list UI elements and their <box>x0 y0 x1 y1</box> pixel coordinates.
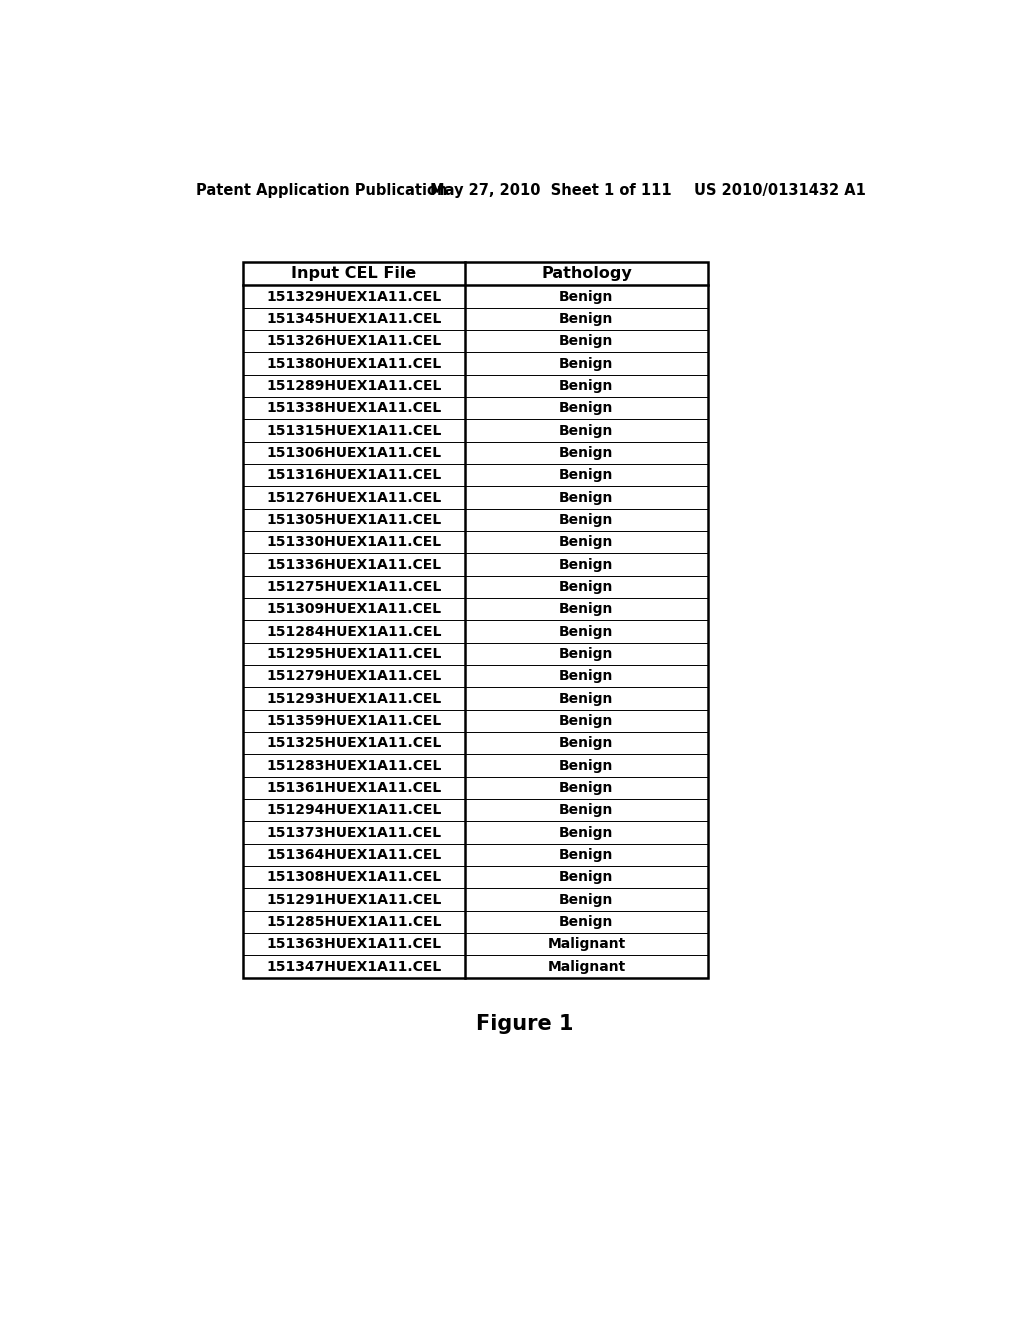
Text: Benign: Benign <box>559 803 613 817</box>
Text: Benign: Benign <box>559 579 613 594</box>
Text: Benign: Benign <box>559 870 613 884</box>
Text: Benign: Benign <box>559 915 613 929</box>
Text: Benign: Benign <box>559 513 613 527</box>
Text: 151361HUEX1A11.CEL: 151361HUEX1A11.CEL <box>266 781 441 795</box>
Text: 151330HUEX1A11.CEL: 151330HUEX1A11.CEL <box>266 535 441 549</box>
Text: Benign: Benign <box>559 892 613 907</box>
Text: 151364HUEX1A11.CEL: 151364HUEX1A11.CEL <box>266 847 441 862</box>
Text: Benign: Benign <box>559 647 613 661</box>
Text: 151293HUEX1A11.CEL: 151293HUEX1A11.CEL <box>266 692 441 706</box>
Text: Benign: Benign <box>559 737 613 750</box>
Text: 151316HUEX1A11.CEL: 151316HUEX1A11.CEL <box>266 469 441 482</box>
Text: 151345HUEX1A11.CEL: 151345HUEX1A11.CEL <box>266 312 441 326</box>
Text: Benign: Benign <box>559 557 613 572</box>
Text: Patent Application Publication: Patent Application Publication <box>197 183 447 198</box>
Text: Benign: Benign <box>559 401 613 416</box>
Text: Benign: Benign <box>559 602 613 616</box>
Text: Pathology: Pathology <box>541 267 632 281</box>
Text: Benign: Benign <box>559 781 613 795</box>
Text: 151359HUEX1A11.CEL: 151359HUEX1A11.CEL <box>266 714 441 727</box>
Text: 151309HUEX1A11.CEL: 151309HUEX1A11.CEL <box>266 602 441 616</box>
Text: 151294HUEX1A11.CEL: 151294HUEX1A11.CEL <box>266 803 441 817</box>
Text: 151283HUEX1A11.CEL: 151283HUEX1A11.CEL <box>266 759 441 772</box>
Text: 151315HUEX1A11.CEL: 151315HUEX1A11.CEL <box>266 424 441 438</box>
Text: Benign: Benign <box>559 624 613 639</box>
Text: 151347HUEX1A11.CEL: 151347HUEX1A11.CEL <box>266 960 441 974</box>
Bar <box>243 263 708 978</box>
Text: 151336HUEX1A11.CEL: 151336HUEX1A11.CEL <box>266 557 441 572</box>
Text: US 2010/0131432 A1: US 2010/0131432 A1 <box>693 183 865 198</box>
Text: Malignant: Malignant <box>547 960 626 974</box>
Text: Benign: Benign <box>559 847 613 862</box>
Text: 151326HUEX1A11.CEL: 151326HUEX1A11.CEL <box>266 334 441 348</box>
Text: Benign: Benign <box>559 669 613 684</box>
Text: 151308HUEX1A11.CEL: 151308HUEX1A11.CEL <box>266 870 441 884</box>
Text: Benign: Benign <box>559 692 613 706</box>
Text: 151363HUEX1A11.CEL: 151363HUEX1A11.CEL <box>266 937 441 952</box>
Text: Benign: Benign <box>559 825 613 840</box>
Text: Benign: Benign <box>559 714 613 727</box>
Text: 151305HUEX1A11.CEL: 151305HUEX1A11.CEL <box>266 513 441 527</box>
Text: 151373HUEX1A11.CEL: 151373HUEX1A11.CEL <box>266 825 441 840</box>
Text: 151295HUEX1A11.CEL: 151295HUEX1A11.CEL <box>266 647 441 661</box>
Text: 151306HUEX1A11.CEL: 151306HUEX1A11.CEL <box>266 446 441 459</box>
Text: 151329HUEX1A11.CEL: 151329HUEX1A11.CEL <box>266 289 441 304</box>
Text: Benign: Benign <box>559 424 613 438</box>
Text: Benign: Benign <box>559 379 613 393</box>
Text: Malignant: Malignant <box>547 937 626 952</box>
Text: Benign: Benign <box>559 491 613 504</box>
Text: Benign: Benign <box>559 312 613 326</box>
Text: 151338HUEX1A11.CEL: 151338HUEX1A11.CEL <box>266 401 441 416</box>
Text: 151284HUEX1A11.CEL: 151284HUEX1A11.CEL <box>266 624 441 639</box>
Text: Benign: Benign <box>559 535 613 549</box>
Text: Benign: Benign <box>559 289 613 304</box>
Text: 151380HUEX1A11.CEL: 151380HUEX1A11.CEL <box>266 356 441 371</box>
Text: 151275HUEX1A11.CEL: 151275HUEX1A11.CEL <box>266 579 441 594</box>
Text: Benign: Benign <box>559 759 613 772</box>
Text: Input CEL File: Input CEL File <box>291 267 417 281</box>
Text: 151285HUEX1A11.CEL: 151285HUEX1A11.CEL <box>266 915 441 929</box>
Text: 151289HUEX1A11.CEL: 151289HUEX1A11.CEL <box>266 379 441 393</box>
Text: May 27, 2010  Sheet 1 of 111: May 27, 2010 Sheet 1 of 111 <box>430 183 672 198</box>
Text: Benign: Benign <box>559 446 613 459</box>
Text: 151276HUEX1A11.CEL: 151276HUEX1A11.CEL <box>266 491 441 504</box>
Text: Figure 1: Figure 1 <box>476 1014 573 1034</box>
Text: Benign: Benign <box>559 334 613 348</box>
Text: Benign: Benign <box>559 356 613 371</box>
Text: 151279HUEX1A11.CEL: 151279HUEX1A11.CEL <box>266 669 441 684</box>
Text: 151325HUEX1A11.CEL: 151325HUEX1A11.CEL <box>266 737 441 750</box>
Text: 151291HUEX1A11.CEL: 151291HUEX1A11.CEL <box>266 892 441 907</box>
Text: Benign: Benign <box>559 469 613 482</box>
